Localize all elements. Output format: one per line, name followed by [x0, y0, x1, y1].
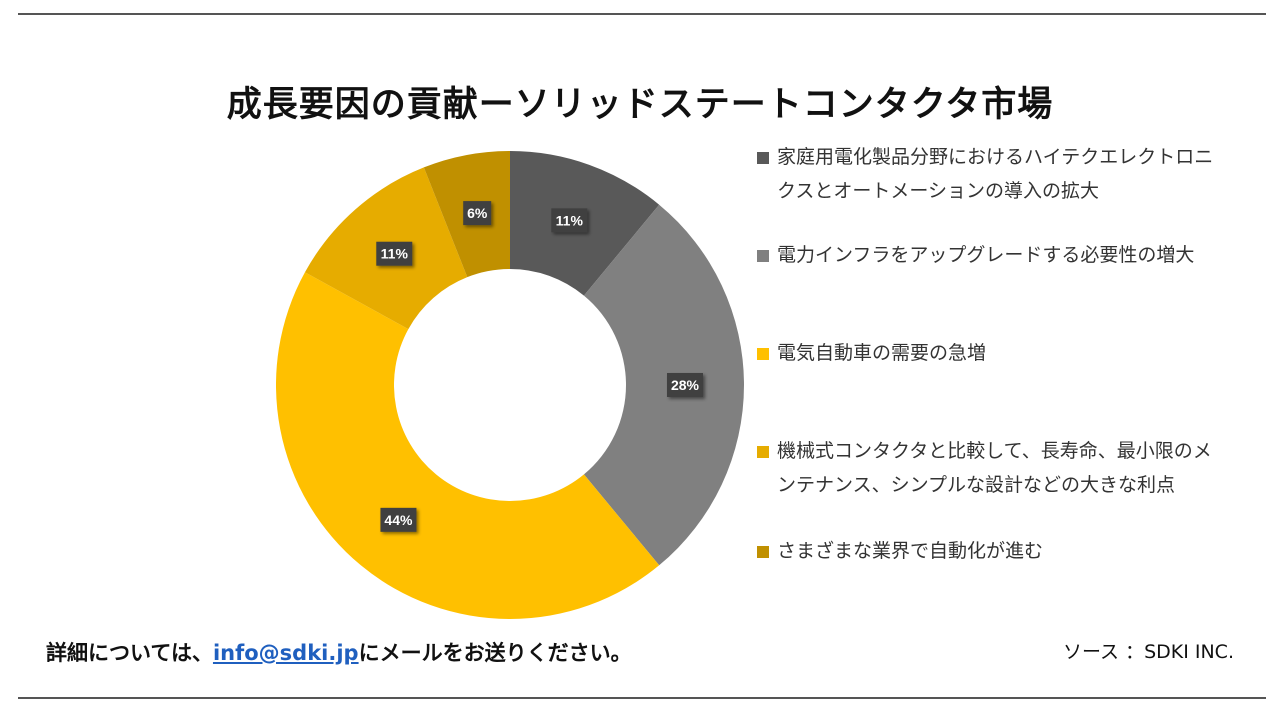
contact-suffix: にメールをお送りください。 [358, 641, 632, 665]
legend-swatch [757, 348, 769, 360]
legend-swatch [757, 152, 769, 164]
bottom-rule [18, 697, 1266, 699]
data-label: 11% [376, 241, 413, 266]
data-label-box [551, 208, 588, 233]
data-label: 28% [667, 373, 703, 397]
data-label-text: 6% [467, 205, 488, 221]
legend-swatch [757, 250, 769, 262]
legend-item-advantages: 機械式コンタクタと比較して、長寿命、最小限のメンテナンス、シンプルな設計などの大… [757, 434, 1225, 502]
data-label-text: 11% [381, 246, 409, 262]
data-label-text: 28% [671, 377, 700, 393]
data-label-box [380, 507, 417, 532]
legend-label: 機械式コンタクタと比較して、長寿命、最小限のメンテナンス、シンプルな設計などの大… [777, 440, 1212, 496]
top-rule [18, 13, 1266, 15]
data-label: 11% [551, 208, 588, 233]
legend-item-consumer-electronics: 家庭用電化製品分野におけるハイテクエレクトロニクスとオートメーションの導入の拡大 [757, 140, 1225, 208]
source-credit: ソース ：SDKI INC. [1062, 641, 1234, 663]
legend-item-automation: さまざまな業界で自動化が進む [757, 534, 1225, 568]
chart-title: 成長要因の貢献ーソリッドステートコンタクタ市場 [226, 85, 1054, 125]
legend-item-electric-vehicles: 電気自動車の需要の急増 [757, 336, 1225, 370]
legend-swatch [757, 546, 769, 558]
data-label-box [667, 373, 703, 397]
data-label-text: 44% [384, 512, 413, 528]
contact-note: 詳細については、info@sdki.jpにメールをお送りください。 [46, 637, 632, 667]
legend-swatch [757, 446, 769, 458]
data-label: 44% [380, 507, 417, 532]
data-label-box [463, 201, 492, 226]
email-link[interactable]: info@sdki.jp [212, 641, 359, 665]
contact-prefix: 詳細については、 [46, 641, 213, 665]
donut-slice [276, 272, 660, 620]
legend-label: さまざまな業界で自動化が進む [777, 540, 1044, 562]
data-label: 6% [463, 201, 492, 226]
legend-label: 電気自動車の需要の急増 [777, 342, 987, 364]
legend-item-power-infrastructure: 電力インフラをアップグレードする必要性の増大 [757, 238, 1225, 272]
donut-slice [583, 204, 745, 566]
data-label-text: 11% [556, 212, 584, 228]
data-label-box [376, 241, 413, 266]
legend-label: 家庭用電化製品分野におけるハイテクエレクトロニクスとオートメーションの導入の拡大 [777, 146, 1214, 202]
legend-label: 電力インフラをアップグレードする必要性の増大 [777, 244, 1195, 266]
